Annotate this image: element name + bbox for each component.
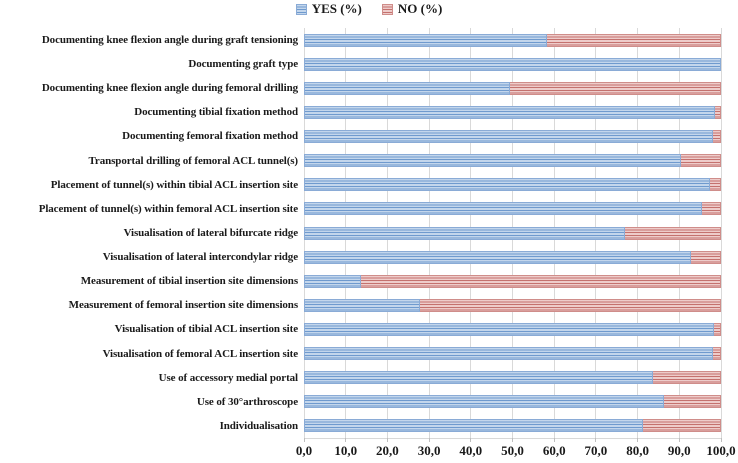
bar-segment-no (664, 395, 721, 409)
bar-segment-no (643, 419, 721, 433)
x-axis-tick-label: 80,0 (626, 443, 649, 458)
bar-row (304, 57, 721, 71)
category-label: Visualisation of tibial ACL insertion si… (114, 323, 298, 336)
bar-segment-no (714, 322, 721, 336)
bar-row (304, 395, 721, 409)
bar-segment-yes (304, 274, 361, 288)
bar-segment-no (712, 347, 721, 361)
bar-segment-yes (304, 322, 715, 336)
legend-item-yes: YES (%) (295, 1, 362, 17)
bar-segment-yes (304, 154, 681, 168)
bar-segment-yes (304, 178, 711, 192)
axis-tick (720, 438, 722, 442)
bar-segment-no (712, 130, 721, 144)
bar-segment-yes (304, 226, 626, 240)
category-label: Placement of tunnel(s) within femoral AC… (38, 202, 298, 215)
axis-tick (512, 438, 513, 442)
bar-row (304, 178, 721, 192)
category-label: Documenting tibial fixation method (134, 106, 298, 119)
bar-segment-yes (304, 371, 654, 385)
bar-segment-no (715, 105, 721, 119)
bar-row (304, 202, 721, 216)
category-label: Use of accessory medial portal (158, 371, 298, 384)
bar-row (304, 130, 721, 144)
bar-segment-yes (304, 419, 644, 433)
x-axis-tick-label: 30,0 (417, 443, 441, 458)
legend-label: NO (%) (397, 1, 443, 16)
bar-segment-yes (304, 57, 721, 71)
bar-segment-no (509, 81, 721, 95)
x-axis-tick-label: 90,0 (667, 443, 691, 458)
bar-segment-no (690, 250, 721, 264)
gridline (720, 28, 722, 438)
axis-tick (595, 438, 597, 442)
axis-tick (678, 438, 680, 442)
bar-row (304, 81, 721, 95)
bar-segment-no (360, 274, 721, 288)
legend-label: YES (%) (311, 1, 362, 16)
category-label: Documenting graft type (188, 58, 298, 71)
bar-row (304, 226, 721, 240)
bar-row (304, 347, 721, 361)
bar-segment-yes (304, 33, 548, 47)
bar-segment-no (680, 154, 721, 168)
axis-tick (303, 438, 305, 442)
category-label: Visualisation of lateral bifurcate ridge (123, 226, 299, 239)
bar-segment-no (653, 371, 721, 385)
x-axis-tick-label: 40,0 (459, 443, 483, 458)
bar-row (304, 33, 721, 47)
bar-segment-no (547, 33, 721, 47)
bar-segment-no (625, 226, 721, 240)
x-axis-tick-label: 10,0 (334, 443, 358, 458)
bar-segment-no (702, 202, 721, 216)
bar-segment-yes (304, 81, 510, 95)
x-axis-tick-label: 70,0 (584, 443, 608, 458)
category-label: Measurement of tibial insertion site dim… (80, 275, 298, 288)
axis-tick (553, 438, 555, 442)
category-label: Documenting femoral fixation method (122, 130, 298, 143)
bar-segment-no (710, 178, 721, 192)
chart-legend: YES (%) NO (%) (0, 1, 738, 17)
bar-row (304, 250, 721, 264)
category-label: Measurement of femoral insertion site di… (68, 299, 298, 312)
bar-row (304, 154, 721, 168)
bar-row (304, 298, 721, 312)
bar-segment-yes (304, 202, 703, 216)
bar-segment-yes (304, 105, 716, 119)
bar-row (304, 322, 721, 336)
bar-segment-no (419, 298, 721, 312)
axis-tick (345, 438, 347, 442)
legend-swatch-yes (295, 3, 307, 15)
x-axis-tick-label: 0,0 (295, 443, 313, 458)
bar-segment-yes (304, 347, 713, 361)
category-label: Documenting knee flexion angle during gr… (41, 34, 298, 46)
bar-row (304, 371, 721, 385)
x-axis-tick-label: 100,0 (706, 443, 736, 458)
category-label: Individualisation (219, 419, 299, 432)
category-label: Visualisation of lateral intercondylar r… (102, 251, 298, 264)
bar-row (304, 274, 721, 288)
bar-segment-yes (304, 130, 713, 144)
legend-swatch-no (381, 3, 393, 15)
bar-row (304, 105, 721, 119)
category-label: Placement of tunnel(s) within tibial ACL… (50, 178, 298, 191)
bar-row (304, 419, 721, 433)
category-label: Transportal drilling of femoral ACL tunn… (88, 154, 299, 167)
bar-segment-yes (304, 298, 420, 312)
x-axis-tick-label: 60,0 (542, 443, 566, 458)
axis-tick (428, 438, 430, 442)
category-label: Documenting knee flexion angle during fe… (41, 82, 298, 95)
legend-item-no: NO (%) (381, 1, 443, 17)
axis-tick (470, 438, 472, 442)
axis-tick (386, 438, 388, 442)
bar-segment-yes (304, 395, 665, 409)
category-label: Visualisation of femoral ACL insertion s… (102, 347, 299, 360)
x-axis-tick-label: 50,0 (501, 443, 524, 458)
bar-segment-yes (304, 250, 691, 264)
axis-tick (637, 438, 639, 442)
category-label: Use of 30°arthroscope (196, 395, 298, 408)
x-axis-tick-label: 20,0 (376, 443, 399, 458)
plot-area (303, 28, 722, 442)
